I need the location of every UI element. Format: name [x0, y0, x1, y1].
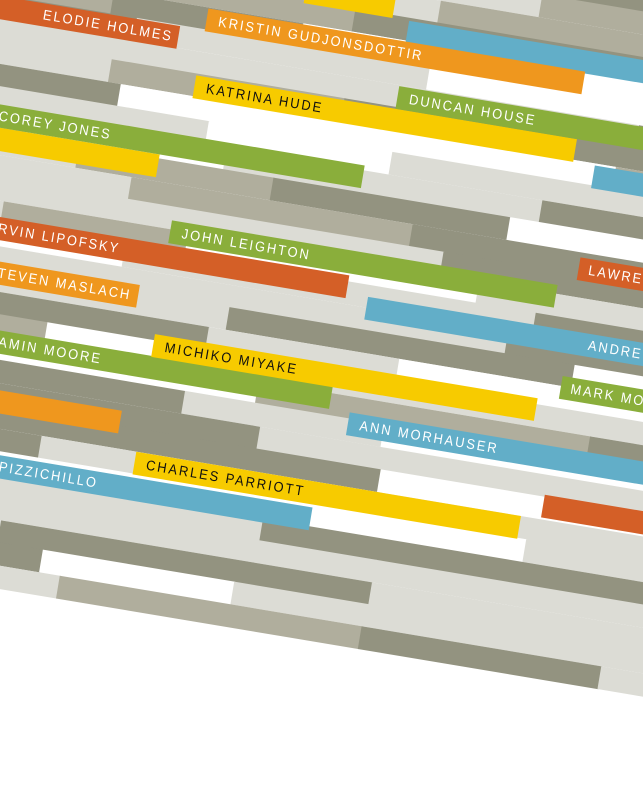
name-label: LAWRE [587, 262, 643, 287]
name-label: ANDRE [587, 337, 643, 362]
name-stripes-graphic: ELODIE HOLMES KRISTIN GUDJONSDOTTIR KATR… [0, 0, 1, 1]
gray-stripe-segment [598, 666, 643, 743]
